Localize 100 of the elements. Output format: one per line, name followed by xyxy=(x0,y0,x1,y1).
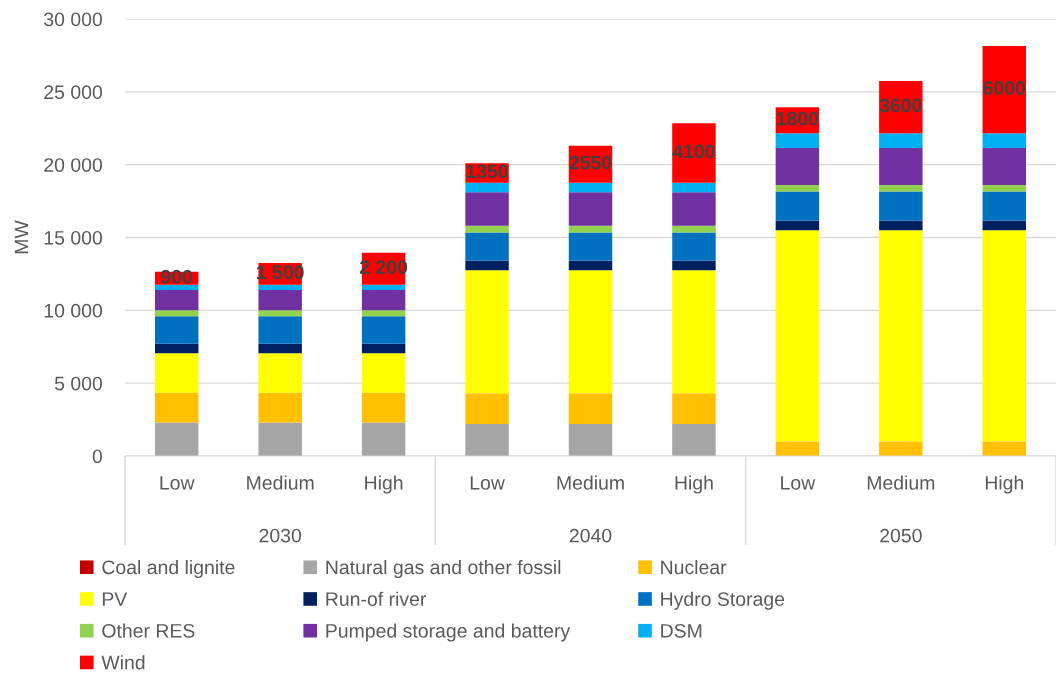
x-tick-label: High xyxy=(365,475,403,494)
bar xyxy=(672,393,716,424)
data-label: 2550 xyxy=(569,155,612,170)
bar xyxy=(465,423,509,456)
bar xyxy=(361,422,406,456)
bar xyxy=(568,232,613,261)
bar xyxy=(568,192,613,226)
legend-label: Natural gas and other fossil xyxy=(326,559,561,579)
bar xyxy=(879,147,923,186)
bar xyxy=(465,232,509,261)
data-label: 1350 xyxy=(466,164,508,179)
bar xyxy=(465,225,509,233)
bar xyxy=(775,191,820,221)
bar xyxy=(672,182,716,193)
bar xyxy=(568,182,613,193)
bar xyxy=(879,230,923,442)
text: 2040 xyxy=(569,528,612,543)
bar xyxy=(672,423,716,456)
x-tick-label: Low xyxy=(781,476,816,490)
data-label: 900 xyxy=(161,269,193,284)
legend-label: Pumped storage and battery xyxy=(326,623,571,642)
bar xyxy=(568,393,613,424)
bar xyxy=(982,133,1026,148)
bar xyxy=(258,422,302,456)
bar xyxy=(672,192,716,226)
bar xyxy=(258,316,302,344)
bar xyxy=(568,225,613,233)
legend-label: Hydro Storage xyxy=(661,591,785,610)
x-tick-label: Medium xyxy=(557,475,624,490)
bar xyxy=(775,133,820,148)
bar xyxy=(155,316,199,344)
text: 2050 xyxy=(880,528,922,543)
legend-label: Wind xyxy=(101,655,145,670)
bar xyxy=(775,220,820,231)
x-tick-label: Low xyxy=(160,476,195,490)
bar xyxy=(775,441,820,456)
bar xyxy=(465,182,509,193)
bar xyxy=(361,310,406,317)
bar xyxy=(879,185,923,192)
data-label: 3600 xyxy=(879,98,922,113)
text: 2030 xyxy=(259,528,302,543)
bar xyxy=(982,147,1026,186)
bar xyxy=(982,230,1026,442)
y-tick-label: 15 000 xyxy=(44,230,103,245)
bar xyxy=(672,270,716,394)
bar xyxy=(258,289,302,311)
bar xyxy=(361,343,406,354)
bar xyxy=(672,232,716,261)
bar xyxy=(361,316,406,344)
bar xyxy=(568,260,613,271)
bar xyxy=(775,185,820,192)
bar xyxy=(568,270,613,394)
bar xyxy=(361,353,406,393)
bar xyxy=(982,441,1026,456)
legend-label: PV xyxy=(102,592,128,606)
bar xyxy=(568,423,613,456)
bar xyxy=(258,392,302,423)
legend-label: Run-of river xyxy=(326,591,427,606)
legend-label: DSM xyxy=(661,623,702,638)
bar xyxy=(465,270,509,394)
y-tick-label: 10 000 xyxy=(44,303,103,318)
legend-label: Other RES xyxy=(102,623,195,638)
bar xyxy=(155,392,199,423)
bar xyxy=(258,353,302,393)
bar xyxy=(879,441,923,456)
bar xyxy=(258,310,302,317)
data-label: 4100 xyxy=(672,144,715,159)
y-tick-label: 20 000 xyxy=(44,158,103,172)
bar xyxy=(361,284,406,290)
x-tick-label: High xyxy=(985,475,1024,494)
bar xyxy=(672,123,716,183)
bar xyxy=(879,133,923,148)
x-tick-label: Medium xyxy=(867,475,935,490)
bar xyxy=(982,45,1026,134)
bar xyxy=(879,220,923,231)
x-tick-label: Medium xyxy=(247,475,314,490)
bar xyxy=(258,284,302,290)
bar xyxy=(155,310,199,317)
data-label: 1800 xyxy=(776,111,819,126)
data-label: 6000 xyxy=(983,81,1026,95)
bar xyxy=(155,289,199,311)
bar xyxy=(361,289,406,311)
y-tick-label: 5 000 xyxy=(54,376,103,391)
bar xyxy=(155,353,199,393)
bar xyxy=(672,260,716,271)
bar xyxy=(155,284,199,290)
bar xyxy=(672,225,716,233)
legend-label: Coal and lignite xyxy=(102,559,235,579)
bar xyxy=(879,191,923,221)
bar xyxy=(155,343,199,354)
y-axis-title: MW xyxy=(14,220,29,254)
bar xyxy=(465,393,509,424)
bar xyxy=(775,147,820,186)
bar xyxy=(465,192,509,226)
bar xyxy=(465,260,509,271)
bar xyxy=(775,230,820,442)
x-tick-label: Low xyxy=(470,476,505,490)
bar xyxy=(155,422,199,456)
bar xyxy=(982,185,1026,192)
bar xyxy=(361,392,406,423)
